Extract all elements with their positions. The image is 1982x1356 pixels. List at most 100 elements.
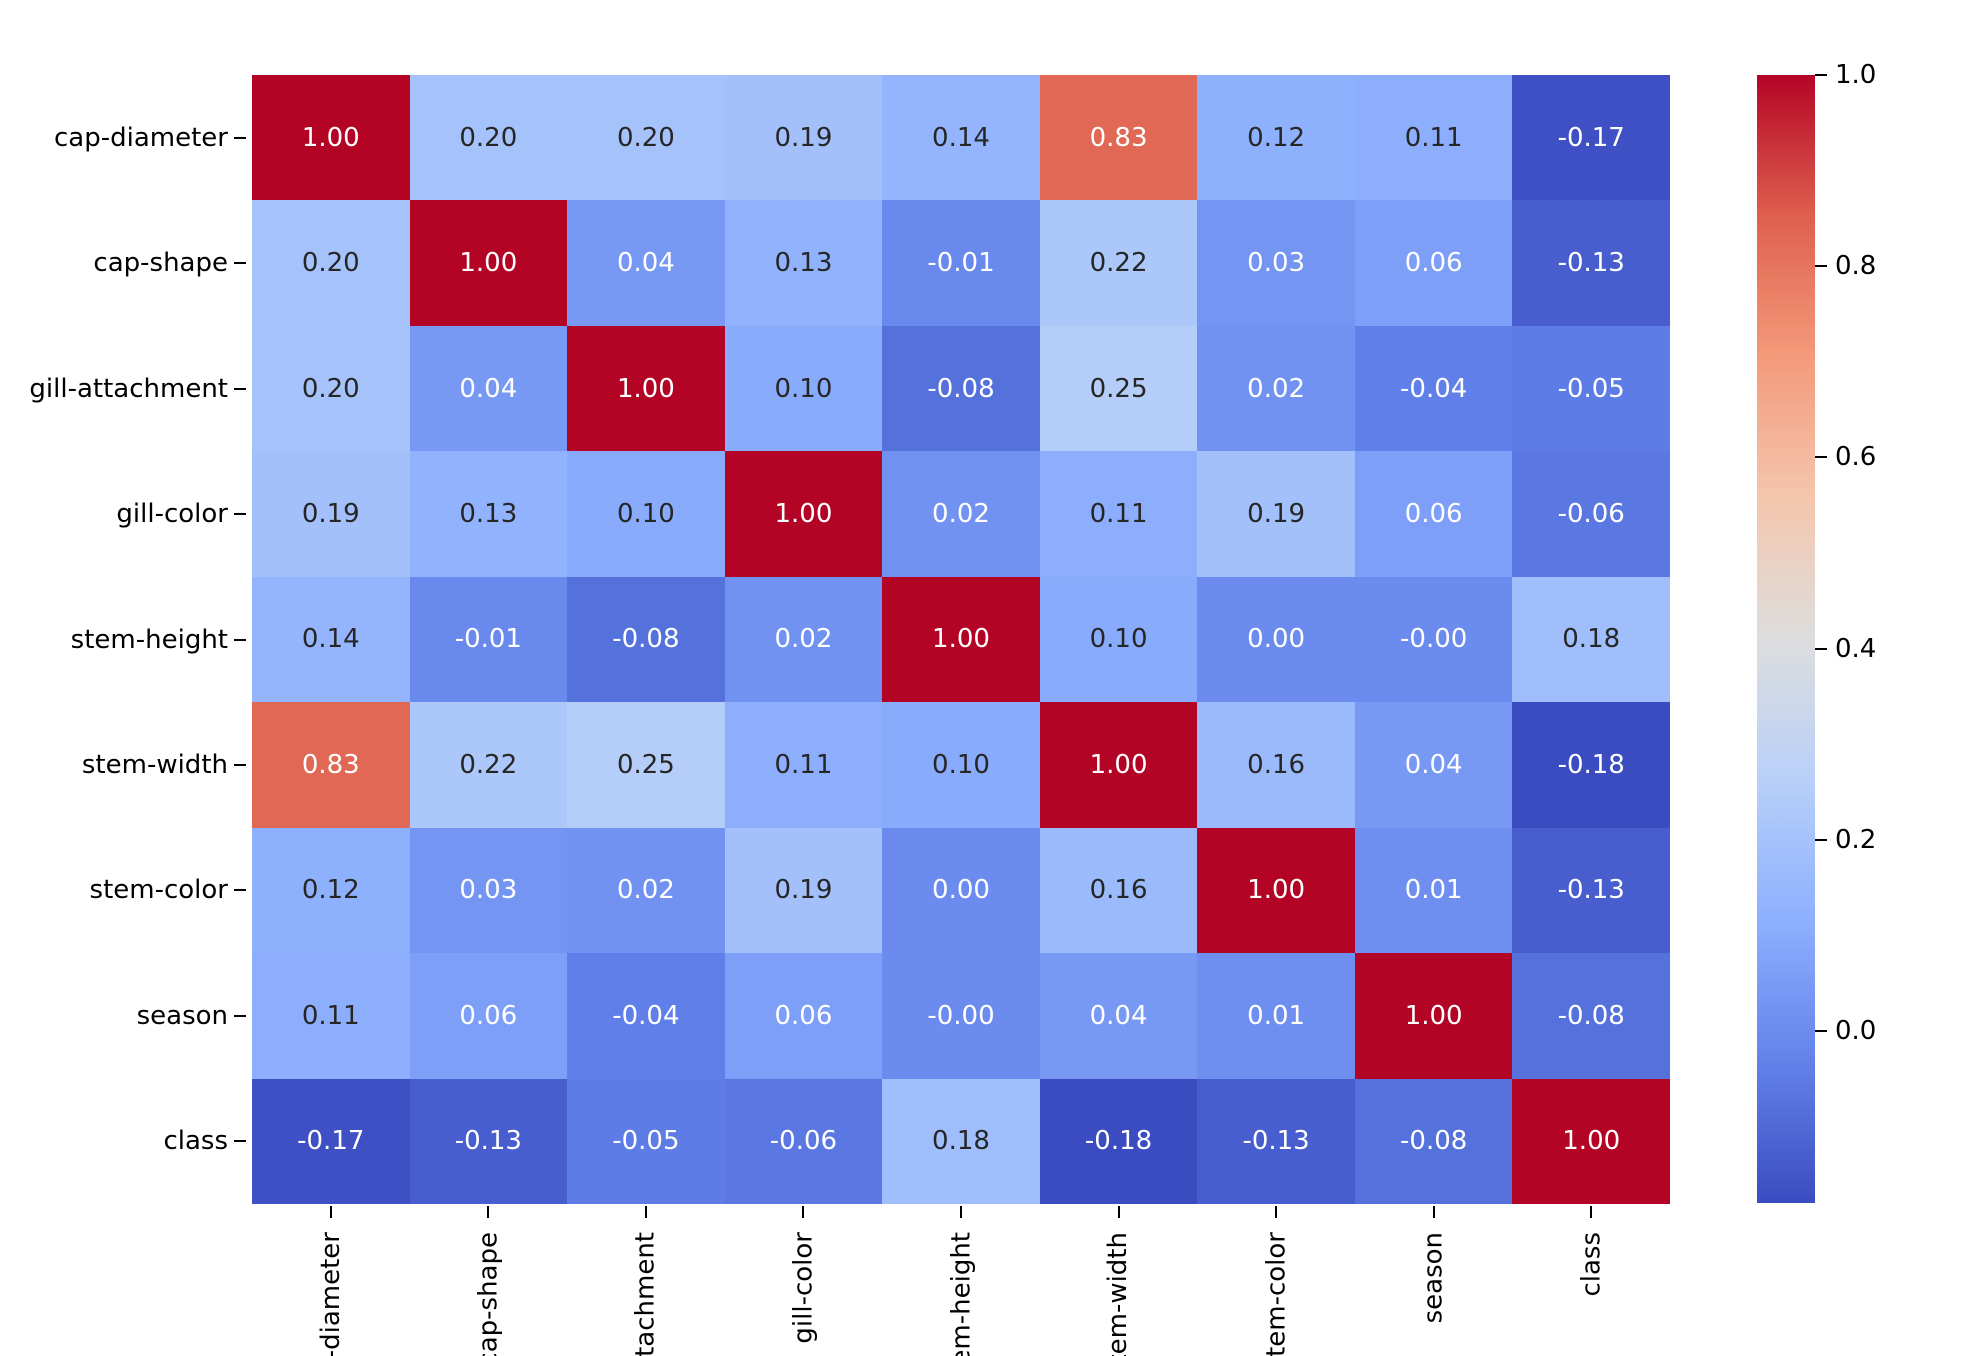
heatmap-cell-cap-shape-stem-color: 0.03	[1197, 200, 1355, 326]
colorbar-tick	[1815, 838, 1827, 841]
cell-value: 0.10	[774, 373, 833, 404]
cell-value: -0.06	[1557, 499, 1625, 530]
heatmap-cell-season-gill-attachment: -0.04	[567, 953, 725, 1079]
cell-value: 0.06	[1404, 248, 1463, 279]
cell-value: -0.13	[454, 1126, 522, 1157]
cell-value: 0.11	[1404, 122, 1463, 153]
cell-value: 1.00	[616, 373, 675, 404]
y-axis-tick	[234, 1140, 246, 1143]
cell-value: -0.04	[612, 1000, 680, 1031]
cell-value: 0.25	[616, 749, 675, 780]
cell-value: -0.05	[1557, 373, 1625, 404]
heatmap-cell-gill-attachment-stem-height: -0.08	[882, 325, 1040, 452]
x-axis-tick	[1275, 1206, 1278, 1218]
x-axis-tick	[1432, 1206, 1435, 1218]
y-axis-tick	[234, 638, 246, 641]
cell-value: 0.20	[459, 122, 518, 153]
heatmap-cell-stem-height-stem-width: 0.10	[1039, 576, 1198, 703]
heatmap-cell-stem-height-stem-color: 0.00	[1197, 576, 1355, 703]
heatmap-cell-stem-color-gill-attachment: 0.02	[567, 827, 725, 954]
colorbar-tick-label-1.0: 1.0	[1835, 60, 1877, 90]
heatmap-cell-gill-attachment-class: -0.05	[1512, 325, 1670, 452]
x-axis-label-stem-height: stem-height	[946, 1232, 976, 1356]
cell-value: 0.11	[774, 749, 833, 780]
cell-value: 0.14	[301, 624, 360, 655]
heatmap-cell-cap-diameter-gill-attachment: 0.20	[567, 75, 725, 201]
heatmap-cell-cap-diameter-cap-diameter: 1.00	[252, 75, 410, 201]
cell-value: 0.01	[1404, 875, 1463, 906]
x-axis-tick	[487, 1206, 490, 1218]
x-axis-tick	[644, 1206, 647, 1218]
heatmap-cell-stem-width-season: 0.04	[1354, 702, 1513, 828]
cell-value: 0.19	[774, 875, 833, 906]
x-axis-tick	[960, 1206, 962, 1218]
cell-value: 0.10	[932, 749, 990, 780]
y-axis-tick	[234, 262, 246, 265]
cell-value: 0.04	[459, 373, 518, 404]
y-axis-label-stem-height: stem-height	[70, 624, 228, 655]
heatmap-cell-class-stem-color: -0.13	[1197, 1078, 1355, 1204]
cell-value: 1.00	[1247, 875, 1306, 906]
x-axis-label-season: season	[1418, 1232, 1449, 1324]
heatmap-cell-stem-width-gill-attachment: 0.25	[567, 702, 725, 828]
heatmap-cell-stem-color-stem-width: 0.16	[1039, 827, 1198, 954]
cell-value: 0.04	[1089, 1000, 1148, 1031]
x-axis-label-class: class	[1576, 1232, 1607, 1297]
heatmap-cell-season-stem-width: 0.04	[1039, 953, 1198, 1079]
cell-value: 0.19	[774, 122, 833, 153]
heatmap-cell-season-cap-shape: 0.06	[409, 953, 568, 1079]
heatmap-cell-gill-color-cap-shape: 0.13	[409, 451, 568, 577]
heatmap-cell-gill-color-cap-diameter: 0.19	[252, 451, 410, 577]
cell-value: 0.03	[459, 875, 518, 906]
heatmap-cell-cap-shape-gill-attachment: 0.04	[567, 200, 725, 326]
heatmap-cell-class-gill-color: -0.06	[724, 1078, 883, 1204]
cell-value: 0.83	[301, 749, 360, 780]
heatmap-cell-stem-color-stem-height: 0.00	[882, 827, 1040, 954]
cell-value: 0.00	[1247, 624, 1306, 655]
cell-value: 0.02	[932, 499, 990, 530]
y-axis-label-class: class	[163, 1126, 228, 1157]
heatmap-cell-season-cap-diameter: 0.11	[252, 953, 410, 1079]
heatmap-cell-gill-color-season: 0.06	[1354, 451, 1513, 577]
heatmap-cell-class-season: -0.08	[1354, 1078, 1513, 1204]
heatmap-cell-cap-shape-season: 0.06	[1354, 200, 1513, 326]
cell-value: -0.06	[769, 1126, 838, 1157]
cell-value: 0.02	[616, 875, 675, 906]
heatmap-cell-stem-color-season: 0.01	[1354, 827, 1513, 954]
heatmap-cell-gill-attachment-stem-width: 0.25	[1039, 325, 1198, 452]
heatmap-cell-cap-diameter-stem-height: 0.14	[882, 75, 1040, 201]
x-axis-tick	[802, 1206, 805, 1218]
heatmap-cell-gill-color-gill-color: 1.00	[724, 451, 883, 577]
heatmap-cell-stem-height-season: -0.00	[1354, 576, 1513, 703]
cell-value: 0.02	[1247, 373, 1306, 404]
cell-value: 0.06	[774, 1000, 833, 1031]
heatmap-cell-gill-attachment-season: -0.04	[1354, 325, 1513, 452]
heatmap-cell-stem-width-cap-shape: 0.22	[409, 702, 568, 828]
cell-value: 0.16	[1089, 875, 1148, 906]
cell-value: 0.06	[1404, 499, 1463, 530]
heatmap-cell-cap-shape-stem-width: 0.22	[1039, 200, 1198, 326]
heatmap-cell-stem-width-stem-width: 1.00	[1039, 702, 1198, 828]
heatmap-cell-stem-height-gill-color: 0.02	[724, 576, 883, 703]
heatmap-cell-stem-height-gill-attachment: -0.08	[567, 576, 725, 703]
cell-value: -0.13	[1557, 248, 1625, 279]
heatmap-cell-gill-attachment-stem-color: 0.02	[1197, 325, 1355, 452]
colorbar-tick-label-0.0: 0.0	[1835, 1015, 1877, 1046]
y-axis-tick	[234, 387, 246, 390]
heatmap-cell-gill-color-gill-attachment: 0.10	[567, 451, 725, 577]
heatmap-cell-stem-height-class: 0.18	[1512, 576, 1670, 703]
x-axis-tick	[1117, 1206, 1120, 1218]
cell-value: 0.20	[616, 122, 675, 153]
cell-value: 0.20	[301, 248, 360, 279]
cell-value: 0.10	[616, 499, 675, 530]
cell-value: -0.13	[1242, 1126, 1310, 1157]
heatmap-cell-stem-color-gill-color: 0.19	[724, 827, 883, 954]
y-axis-label-gill-color: gill-color	[116, 499, 228, 530]
heatmap-cell-class-class: 1.00	[1512, 1078, 1670, 1204]
cell-value: 0.00	[932, 875, 990, 906]
heatmap-cell-class-cap-diameter: -0.17	[252, 1078, 410, 1204]
heatmap-cell-cap-shape-stem-height: -0.01	[882, 200, 1040, 326]
heatmap-cell-season-class: -0.08	[1512, 953, 1670, 1079]
heatmap-cell-gill-color-stem-width: 0.11	[1039, 451, 1198, 577]
cell-value: 1.00	[1404, 1000, 1463, 1031]
